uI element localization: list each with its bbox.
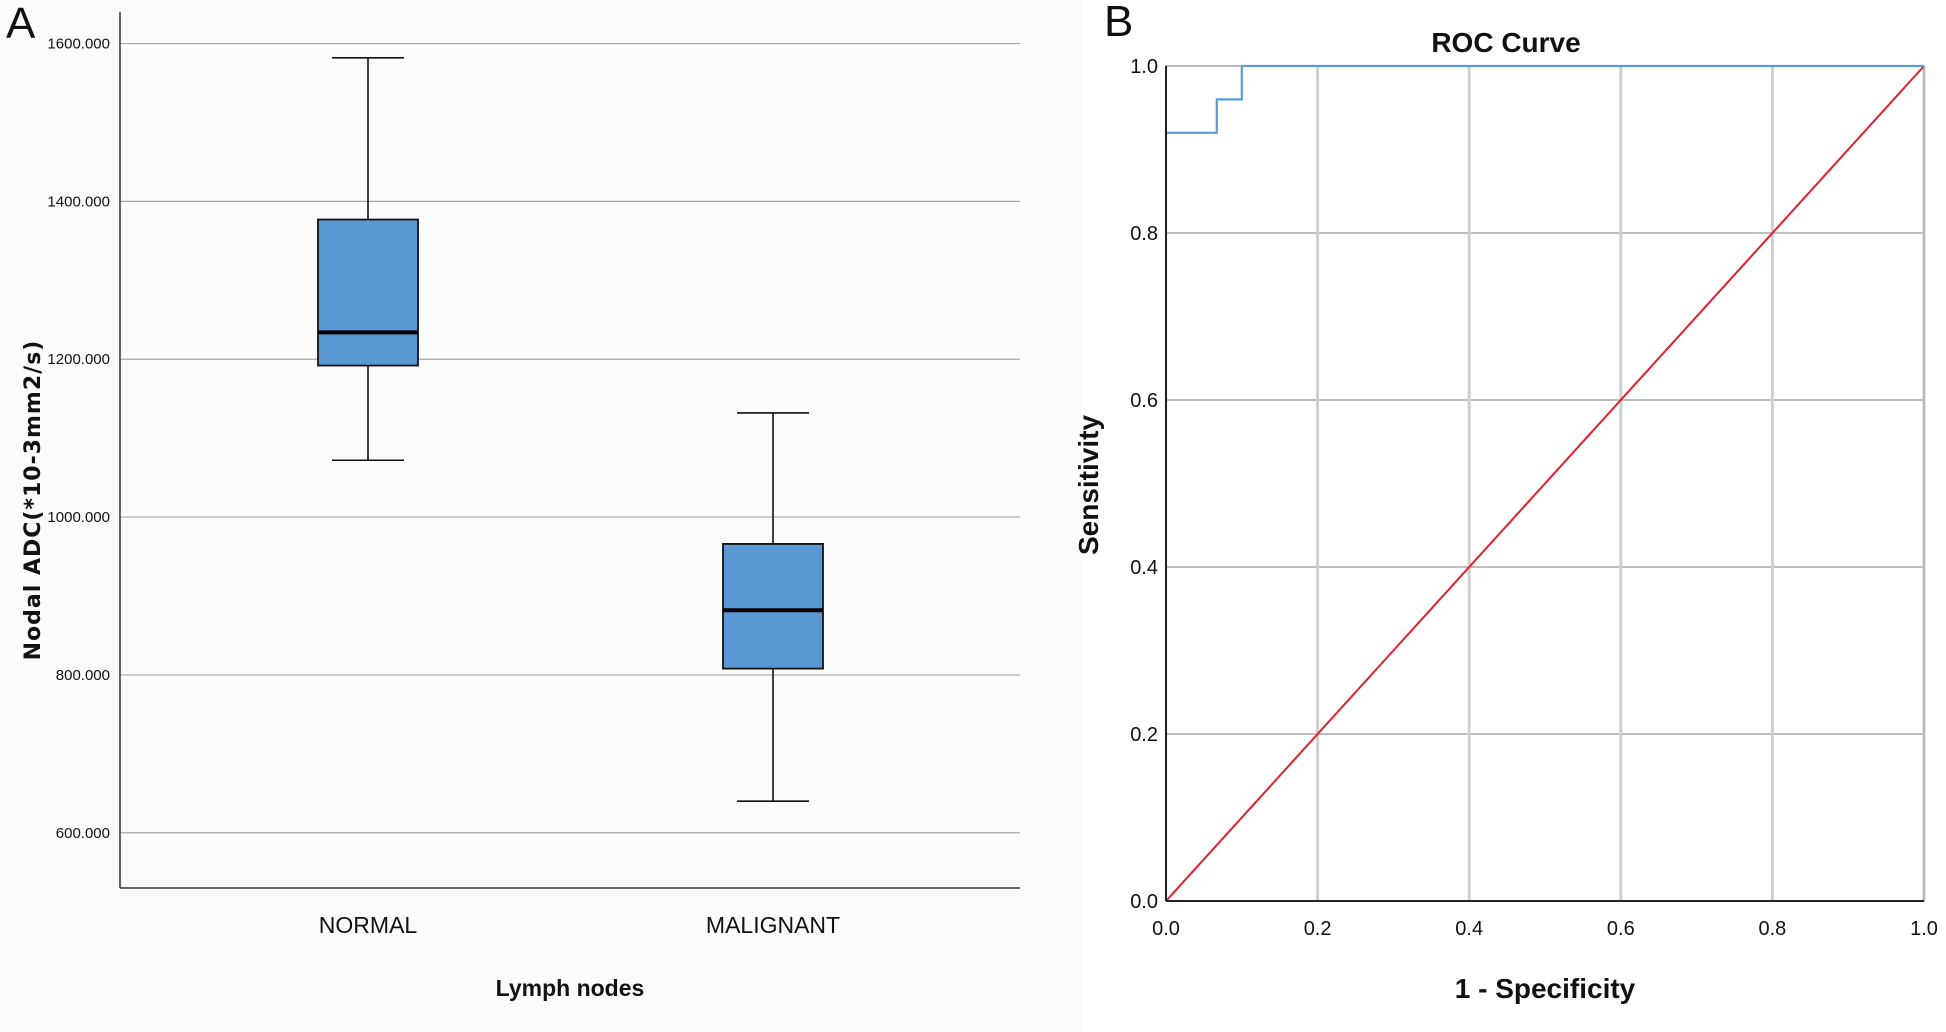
panel-a-y-tick-label: 1600.000	[47, 36, 110, 53]
panel-b-title: ROC Curve	[1431, 27, 1580, 58]
box-iqr	[722, 543, 824, 670]
panel-b-y-tick-label: 0.6	[1130, 390, 1158, 412]
panel-b-x-tick-label: 0.6	[1607, 918, 1635, 940]
panel-a-y-tick-label: 1400.000	[47, 193, 110, 210]
panel-b-x-tick-labels: 0.0 0.2 0.4 0.6 0.8 1.0	[1152, 918, 1938, 940]
panel-b-x-tick-label: 0.8	[1758, 918, 1786, 940]
panel-b-y-tick-labels: 0.0 0.2 0.4 0.6 0.8 1.0	[1130, 56, 1158, 913]
panel-b-y-tick-label: 1.0	[1130, 56, 1158, 78]
panel-a-y-tick-label: 600.000	[56, 825, 110, 842]
panel-b-x-tick-label: 1.0	[1910, 918, 1938, 940]
panel-b-letter: B	[1104, 0, 1133, 46]
panel-b-y-tick-label: 0.0	[1130, 891, 1158, 913]
panel-a-category-label: MALIGNANT	[706, 912, 840, 938]
panel-a-y-tick-labels: 600.000 800.000 1000.000 1200.000 1400.000 16…	[47, 36, 110, 842]
panel-a-y-axis-label: Nodal ADC(*10-3mm2/s)	[21, 340, 46, 661]
panel-a-y-tick-label: 1000.000	[47, 509, 110, 526]
panel-b-y-tick-label: 0.8	[1130, 223, 1158, 245]
box-normal	[317, 56, 419, 462]
panel-a-x-tick-labels: NORMAL MALIGNANT	[319, 912, 840, 938]
panel-b-x-tick-label: 0.4	[1455, 918, 1483, 940]
panel-b-y-tick-label: 0.4	[1130, 557, 1158, 579]
panel-a-y-tick-label: 1200.000	[47, 351, 110, 368]
panel-b-x-tick-label: 0.2	[1304, 918, 1332, 940]
panel-a-background	[0, 0, 1082, 1032]
panel-b-y-axis-label: Sensitivity	[1073, 415, 1104, 555]
panel-b-y-tick-label: 0.2	[1130, 724, 1158, 746]
panel-a-boxplot: A 600.000 800.000 1000.000 1200.000 1400.000…	[0, 0, 1082, 1032]
panel-a-letter: A	[6, 0, 36, 48]
box-iqr	[317, 218, 419, 367]
reference-line	[1165, 65, 1925, 902]
panel-a-x-axis-label: Lymph nodes	[496, 975, 645, 1001]
panel-a-gridlines	[120, 42, 1020, 834]
panel-a-boxes	[317, 56, 824, 802]
panel-a-y-tick-label: 800.000	[56, 667, 110, 684]
panel-b-x-axis-label: 1 - Specificity	[1455, 973, 1636, 1004]
panel-a-category-label: NORMAL	[319, 912, 418, 938]
panel-b-x-tick-label: 0.0	[1152, 918, 1180, 940]
box-malignant	[722, 412, 824, 802]
panel-b-roc: B ROC Curve 0.0 0.2 0.4 0.6 0.8 1.0 0.0 0.2 0.4…	[1073, 0, 1938, 1004]
